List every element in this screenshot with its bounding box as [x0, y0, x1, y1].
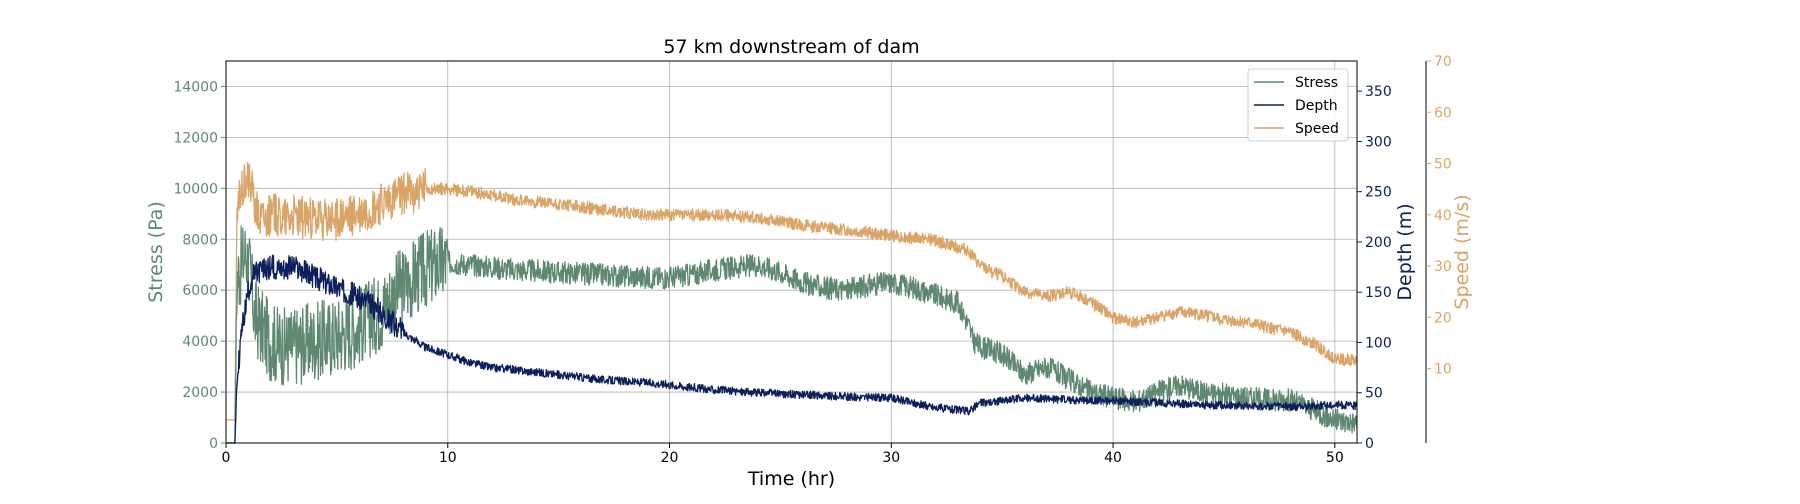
stress-tick-label: 8000	[182, 232, 218, 248]
series-line-stress	[225, 225, 1358, 444]
stress-tick-label: 6000	[182, 283, 218, 299]
depth-tick-label: 350	[1365, 84, 1392, 100]
speed-tick-label: 20	[1434, 310, 1452, 326]
stress-tick-label: 4000	[182, 334, 218, 350]
x-tick-label: 20	[661, 450, 679, 466]
x-axis-label: Time (hr)	[747, 468, 835, 490]
depth-tick-label: 300	[1365, 134, 1392, 150]
depth-tick-label: 150	[1365, 285, 1392, 301]
legend-entry-stress: Stress	[1254, 75, 1338, 91]
stress-tick-label: 0	[209, 436, 218, 452]
chart-title: 57 km downstream of dam	[663, 36, 919, 58]
legend-entry-speed: Speed	[1254, 121, 1339, 137]
series-line-speed	[225, 161, 1358, 421]
stress-tick-label: 14000	[173, 79, 218, 95]
x-tick-label: 0	[222, 450, 231, 466]
speed-tick-label: 50	[1434, 157, 1452, 173]
depth-tick-label: 0	[1365, 436, 1374, 452]
speed-tick-label: 40	[1434, 208, 1452, 224]
stress-axis-label: Stress (Pa)	[145, 201, 167, 303]
legend: Stress Depth Speed	[1247, 68, 1349, 142]
plot-frame	[225, 60, 1358, 444]
stress-tick-label: 10000	[173, 181, 218, 197]
depth-axis-label: Depth (m)	[1394, 203, 1416, 300]
legend-label-depth: Depth	[1295, 98, 1338, 114]
legend-box	[1247, 68, 1349, 142]
x-tick-label: 10	[439, 450, 457, 466]
legend-label-speed: Speed	[1295, 121, 1339, 137]
speed-tick-label: 10	[1434, 362, 1452, 378]
speed-axis-label: Speed (m/s)	[1451, 194, 1473, 309]
x-tick-label: 40	[1104, 450, 1122, 466]
x-tick-label: 50	[1326, 450, 1344, 466]
depth-tick-label: 250	[1365, 185, 1392, 201]
series-layer	[225, 161, 1358, 444]
speed-tick-label: 30	[1434, 259, 1452, 275]
legend-label-stress: Stress	[1295, 75, 1338, 91]
depth-tick-label: 50	[1365, 386, 1383, 402]
stress-tick-label: 12000	[173, 130, 218, 146]
depth-tick-label: 100	[1365, 335, 1392, 351]
speed-tick-label: 60	[1434, 105, 1452, 121]
depth-tick-label: 200	[1365, 235, 1392, 251]
speed-tick-label: 70	[1434, 54, 1452, 70]
x-tick-label: 30	[882, 450, 900, 466]
series-line-depth	[225, 254, 1358, 444]
axis-layer: 0 10 20 30 40 5002000400060008000100001200014…	[173, 54, 1451, 466]
legend-entry-depth: Depth	[1254, 98, 1338, 114]
stress-tick-label: 2000	[182, 385, 218, 401]
